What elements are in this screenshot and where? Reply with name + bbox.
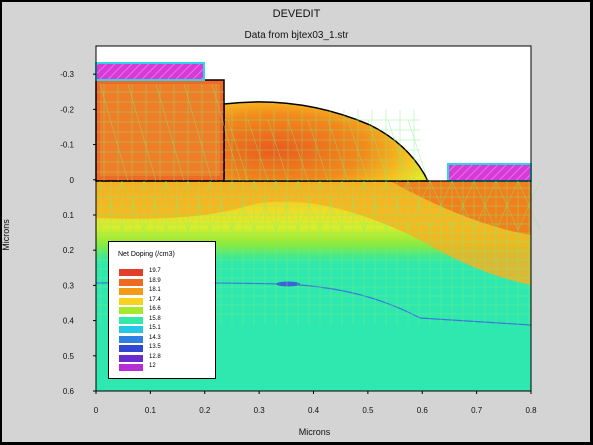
mesh-line bbox=[517, 180, 541, 231]
legend-label: 15.8 bbox=[149, 315, 161, 322]
mesh-line bbox=[231, 180, 255, 231]
x-tick-label: 0.5 bbox=[362, 406, 374, 415]
mesh-line bbox=[307, 119, 329, 182]
mesh-line bbox=[387, 119, 409, 182]
x-tick-label: 0.7 bbox=[471, 406, 483, 415]
legend-label: 18.1 bbox=[149, 287, 161, 293]
legend-swatch bbox=[119, 288, 143, 295]
legend-swatch bbox=[119, 297, 143, 305]
legend-swatch bbox=[119, 316, 143, 324]
legend-swatch bbox=[119, 307, 143, 314]
legend-label: 19.7 bbox=[149, 268, 161, 274]
mesh-line bbox=[451, 180, 475, 231]
mesh-line bbox=[247, 119, 269, 182]
mesh-line bbox=[275, 180, 299, 231]
legend-label: 18.9 bbox=[149, 277, 161, 284]
left-contact-region bbox=[95, 62, 205, 81]
chart-subtitle: Data from bjtex03_1.str bbox=[244, 30, 349, 41]
legend-swatch bbox=[119, 326, 143, 333]
x-tick-label: 0.1 bbox=[145, 406, 157, 415]
legend-label: 15.1 bbox=[149, 325, 161, 331]
mesh-grid bbox=[96, 83, 541, 325]
legend-label: 12.8 bbox=[149, 353, 161, 360]
legend-label: 13.5 bbox=[149, 344, 161, 350]
legend-label: 14.3 bbox=[149, 334, 161, 341]
mesh-line bbox=[385, 180, 409, 231]
y-tick-label: 0 bbox=[70, 176, 75, 185]
mesh-line bbox=[363, 180, 387, 231]
mesh-line bbox=[165, 180, 189, 231]
mesh-line bbox=[183, 83, 213, 182]
mesh-line bbox=[99, 180, 123, 231]
y-tick-label: 0.6 bbox=[63, 387, 75, 396]
legend-swatch bbox=[119, 278, 143, 286]
mesh-line bbox=[187, 180, 211, 231]
mesh-line bbox=[367, 119, 389, 182]
depletion-spot bbox=[276, 281, 300, 287]
mesh-line bbox=[253, 180, 277, 231]
base-region bbox=[96, 181, 531, 285]
mesh-line bbox=[429, 180, 453, 231]
mesh-line bbox=[143, 180, 167, 231]
x-tick-label: 0.4 bbox=[308, 406, 320, 415]
mesh-line bbox=[327, 119, 349, 182]
legend-swatch bbox=[119, 354, 143, 362]
y-tick-label: 0.2 bbox=[63, 246, 75, 255]
mesh-line bbox=[297, 180, 321, 231]
y-tick-label: -0.1 bbox=[60, 141, 74, 150]
y-tick-label: 0.1 bbox=[63, 211, 75, 220]
legend: Net Doping (/cm3) 19.7 18.9 18.1 17.4 16.6 15… bbox=[108, 241, 216, 379]
y-tick-label: -0.2 bbox=[60, 105, 74, 114]
window-title: DEVEDIT bbox=[272, 8, 321, 20]
x-tick-label: 0.6 bbox=[417, 406, 429, 415]
right-contact-region bbox=[447, 163, 532, 182]
legend-label: 16.6 bbox=[149, 306, 161, 312]
y-tick-label: 0.3 bbox=[63, 281, 75, 290]
mesh-line bbox=[319, 180, 343, 231]
x-axis-label: Microns bbox=[298, 427, 331, 437]
y-axis-label: Microns bbox=[1, 219, 11, 251]
legend-swatch bbox=[119, 345, 143, 352]
mesh-line bbox=[473, 180, 497, 231]
mesh-line bbox=[341, 180, 365, 231]
x-tick-label: 0.2 bbox=[199, 406, 211, 415]
x-tick-label: 0.3 bbox=[254, 406, 266, 415]
oxide-cap-region bbox=[223, 101, 430, 182]
y-tick-label: -0.3 bbox=[60, 70, 74, 79]
mesh-line bbox=[155, 83, 185, 182]
legend-swatch bbox=[119, 269, 143, 276]
legend-title: Net Doping (/cm3) bbox=[118, 251, 175, 258]
axis-ticks: 0 0.1 0.2 0.3 0.4 0.5 0.6 0.7 0.8 -0.3 -0.2 -0.1 0 0.… bbox=[60, 70, 537, 415]
x-tick-label: 0.8 bbox=[525, 406, 537, 415]
mesh-line bbox=[121, 180, 145, 231]
mesh-line bbox=[267, 119, 289, 182]
mesh-line bbox=[347, 119, 369, 182]
mesh-line bbox=[127, 83, 157, 182]
legend-swatch bbox=[119, 364, 143, 371]
y-tick-label: 0.5 bbox=[63, 352, 75, 361]
mesh-line bbox=[407, 119, 429, 182]
mesh-line bbox=[407, 180, 431, 231]
legend-label: 12 bbox=[149, 363, 156, 369]
mesh-line bbox=[495, 180, 519, 231]
mesh-line bbox=[287, 119, 309, 182]
x-tick-label: 0 bbox=[94, 406, 99, 415]
mesh-line bbox=[209, 180, 233, 231]
legend-label: 17.4 bbox=[149, 296, 161, 303]
y-tick-label: 0.4 bbox=[63, 317, 75, 326]
mesh-line bbox=[227, 119, 249, 182]
mesh-line bbox=[99, 83, 129, 182]
legend-swatch bbox=[119, 335, 143, 343]
mesh-line bbox=[211, 83, 241, 182]
